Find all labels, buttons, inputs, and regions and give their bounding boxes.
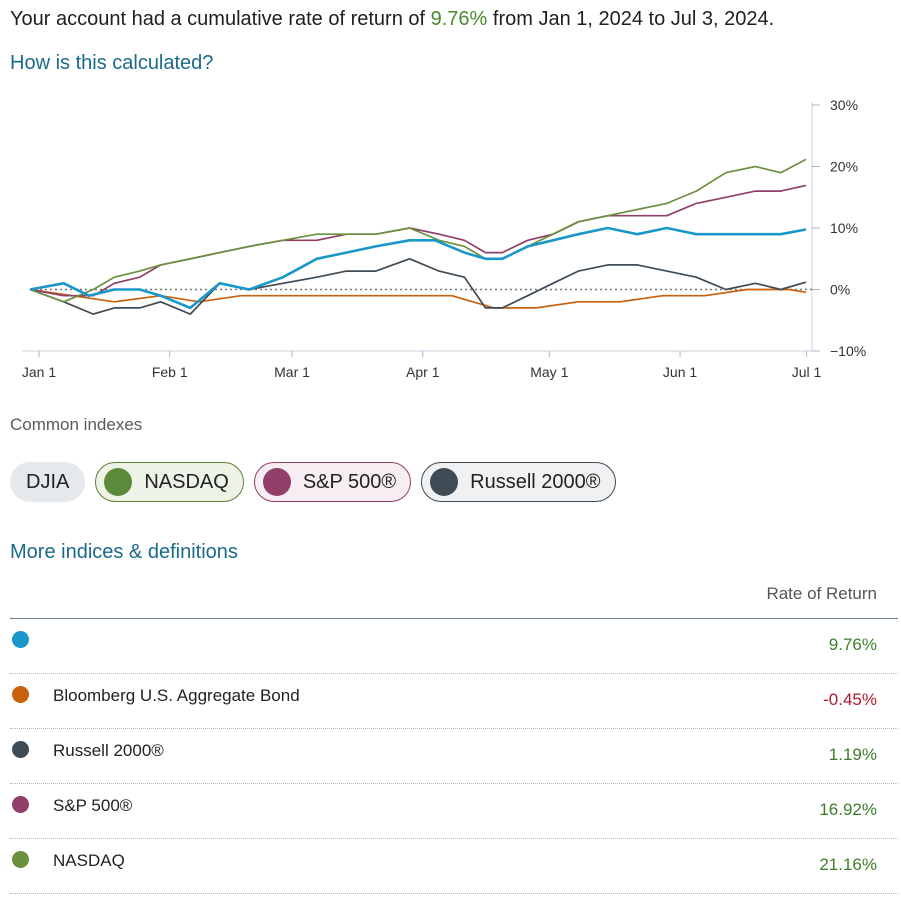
performance-chart: 30% 20% 10% 0% −10% Jan 1 Feb 1 Mar 1 Apr 1 May 1… [22,97,866,380]
table-row: Russell 2000® 1.19% [10,729,898,784]
more-indices-link[interactable]: More indices & definitions [10,541,238,563]
y-tick-label: −10% [830,343,866,359]
chip-label: DJIA [26,470,70,493]
series-line-2 [29,257,807,315]
table-row: 9.76% [10,619,898,674]
chip-nasdaq[interactable]: NASDAQ [95,462,244,502]
x-tick-label: May 1 [530,364,568,380]
rate-of-return-header: Rate of Return [766,584,877,603]
account-dot-icon [12,631,29,648]
x-tick-label: Feb 1 [152,364,188,380]
x-tick-label: Jan 1 [22,364,56,380]
row-name: Bloomberg U.S. Aggregate Bond [53,686,300,705]
account-return-value: 9.76% [430,8,488,30]
index-chip-group: DJIA NASDAQ S&P 500® Russell 2000® [10,462,616,502]
common-indexes-label: Common indexes [10,415,143,434]
chip-russell2000[interactable]: Russell 2000® [421,462,616,502]
nasdaq-dot-icon [12,851,29,868]
table-header: Rate of Return [10,580,898,619]
y-tick-label: 30% [830,97,858,113]
row-name: NASDAQ [53,851,125,870]
table-row: NASDAQ 21.16% [10,839,898,894]
russell-dot-icon [12,741,29,758]
chip-djia[interactable]: DJIA [10,462,86,502]
series-line-1 [29,288,807,309]
table-row: Bloomberg U.S. Aggregate Bond -0.45% [10,674,898,729]
y-tick-label: 20% [830,159,858,175]
row-value: -0.45% [823,690,877,709]
row-value: 16.92% [819,800,877,819]
nasdaq-dot-icon [104,468,133,496]
row-name: Russell 2000® [53,741,164,760]
series-line-3 [29,184,807,297]
y-tick-label: 0% [830,282,850,298]
headline-prefix: Your account had a cumulative rate of re… [10,8,431,30]
return-summary: Your account had a cumulative rate of re… [10,8,774,31]
row-value: 9.76% [828,635,877,654]
row-value: 21.16% [819,855,877,874]
series-line-4 [29,158,807,303]
y-tick-label: 10% [830,220,858,236]
chip-label: NASDAQ [144,470,229,493]
row-value: 1.19% [828,745,877,764]
x-tick-label: Jun 1 [663,364,697,380]
returns-table: Rate of Return 9.76% Bloomberg U.S. Aggr… [10,580,898,894]
sp500-dot-icon [12,796,29,813]
x-tick-label: Mar 1 [274,364,310,380]
row-name: S&P 500® [53,796,133,815]
table-row: S&P 500® 16.92% [10,784,898,839]
chip-label: S&P 500® [302,470,397,493]
chip-label: Russell 2000® [470,470,601,493]
bond-dot-icon [12,686,29,703]
russell-dot-icon [430,468,459,496]
series-line-0 [29,226,807,310]
sp500-dot-icon [262,468,291,496]
how-calculated-link[interactable]: How is this calculated? [10,52,214,74]
chip-sp500[interactable]: S&P 500® [253,462,412,502]
x-tick-label: Jul 1 [792,364,822,380]
x-tick-label: Apr 1 [406,364,440,380]
headline-suffix: from Jan 1, 2024 to Jul 3, 2024. [487,8,775,30]
